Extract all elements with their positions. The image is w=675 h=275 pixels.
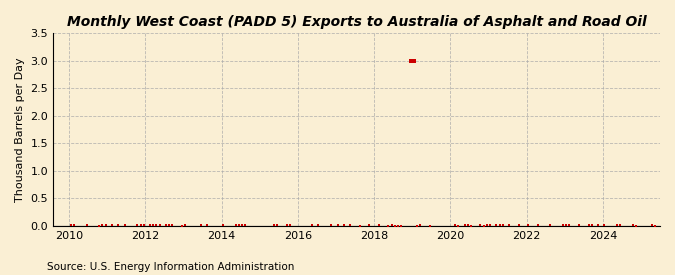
Point: [481, 223, 492, 227]
Point: [306, 223, 317, 227]
Point: [593, 223, 603, 227]
Point: [475, 223, 486, 227]
Point: [151, 223, 162, 227]
Point: [354, 223, 365, 228]
Point: [148, 223, 159, 227]
Point: [373, 223, 384, 227]
Point: [237, 223, 248, 227]
Point: [154, 223, 165, 227]
Point: [167, 223, 178, 227]
Point: [100, 223, 111, 227]
Point: [583, 222, 594, 227]
Point: [615, 223, 626, 227]
Title: Monthly West Coast (PADD 5) Exports to Australia of Asphalt and Road Oil: Monthly West Coast (PADD 5) Exports to A…: [67, 15, 647, 29]
Point: [466, 223, 477, 228]
Point: [176, 224, 187, 228]
Point: [485, 222, 495, 227]
Point: [338, 222, 349, 227]
Point: [462, 223, 473, 227]
Point: [81, 223, 92, 228]
Point: [479, 223, 489, 228]
Point: [504, 223, 514, 227]
Point: [650, 224, 661, 228]
Point: [364, 223, 375, 227]
Y-axis label: Thousand Barrels per Day: Thousand Barrels per Day: [15, 57, 25, 202]
Point: [132, 223, 143, 227]
Point: [545, 222, 556, 227]
Point: [599, 222, 610, 227]
Point: [522, 223, 533, 227]
Point: [326, 223, 337, 228]
Point: [68, 223, 79, 227]
Point: [65, 222, 76, 227]
Point: [269, 222, 279, 227]
Point: [119, 223, 130, 227]
Point: [392, 224, 403, 228]
Point: [405, 58, 416, 63]
Point: [234, 223, 244, 228]
Point: [386, 222, 397, 227]
Point: [164, 223, 175, 227]
Point: [281, 223, 292, 227]
Point: [396, 224, 406, 228]
Point: [459, 223, 470, 227]
Point: [107, 223, 117, 227]
Point: [202, 222, 213, 227]
Point: [574, 223, 585, 227]
Point: [587, 222, 597, 227]
Point: [450, 223, 460, 228]
Point: [561, 223, 572, 227]
Point: [138, 222, 149, 227]
Point: [240, 222, 251, 227]
Point: [533, 222, 543, 227]
Point: [628, 223, 639, 227]
Point: [408, 58, 419, 63]
Point: [425, 224, 435, 228]
Point: [180, 223, 190, 227]
Point: [144, 223, 155, 227]
Point: [412, 223, 423, 228]
Point: [389, 224, 400, 228]
Point: [491, 223, 502, 227]
Point: [494, 223, 505, 227]
Point: [196, 223, 207, 228]
Point: [564, 222, 575, 227]
Point: [647, 222, 657, 227]
Point: [345, 223, 356, 227]
Point: [612, 223, 622, 227]
Text: Source: U.S. Energy Information Administration: Source: U.S. Energy Information Administ…: [47, 262, 294, 272]
Point: [97, 222, 108, 227]
Point: [218, 223, 229, 228]
Point: [272, 223, 283, 227]
Point: [558, 223, 568, 228]
Point: [313, 223, 324, 227]
Point: [94, 224, 105, 228]
Point: [113, 223, 124, 227]
Point: [453, 223, 464, 228]
Point: [513, 223, 524, 227]
Point: [383, 224, 394, 228]
Point: [161, 222, 171, 227]
Point: [135, 223, 146, 227]
Point: [630, 224, 641, 228]
Point: [230, 223, 241, 227]
Point: [497, 223, 508, 227]
Point: [414, 223, 425, 227]
Point: [284, 223, 295, 227]
Point: [332, 223, 343, 228]
